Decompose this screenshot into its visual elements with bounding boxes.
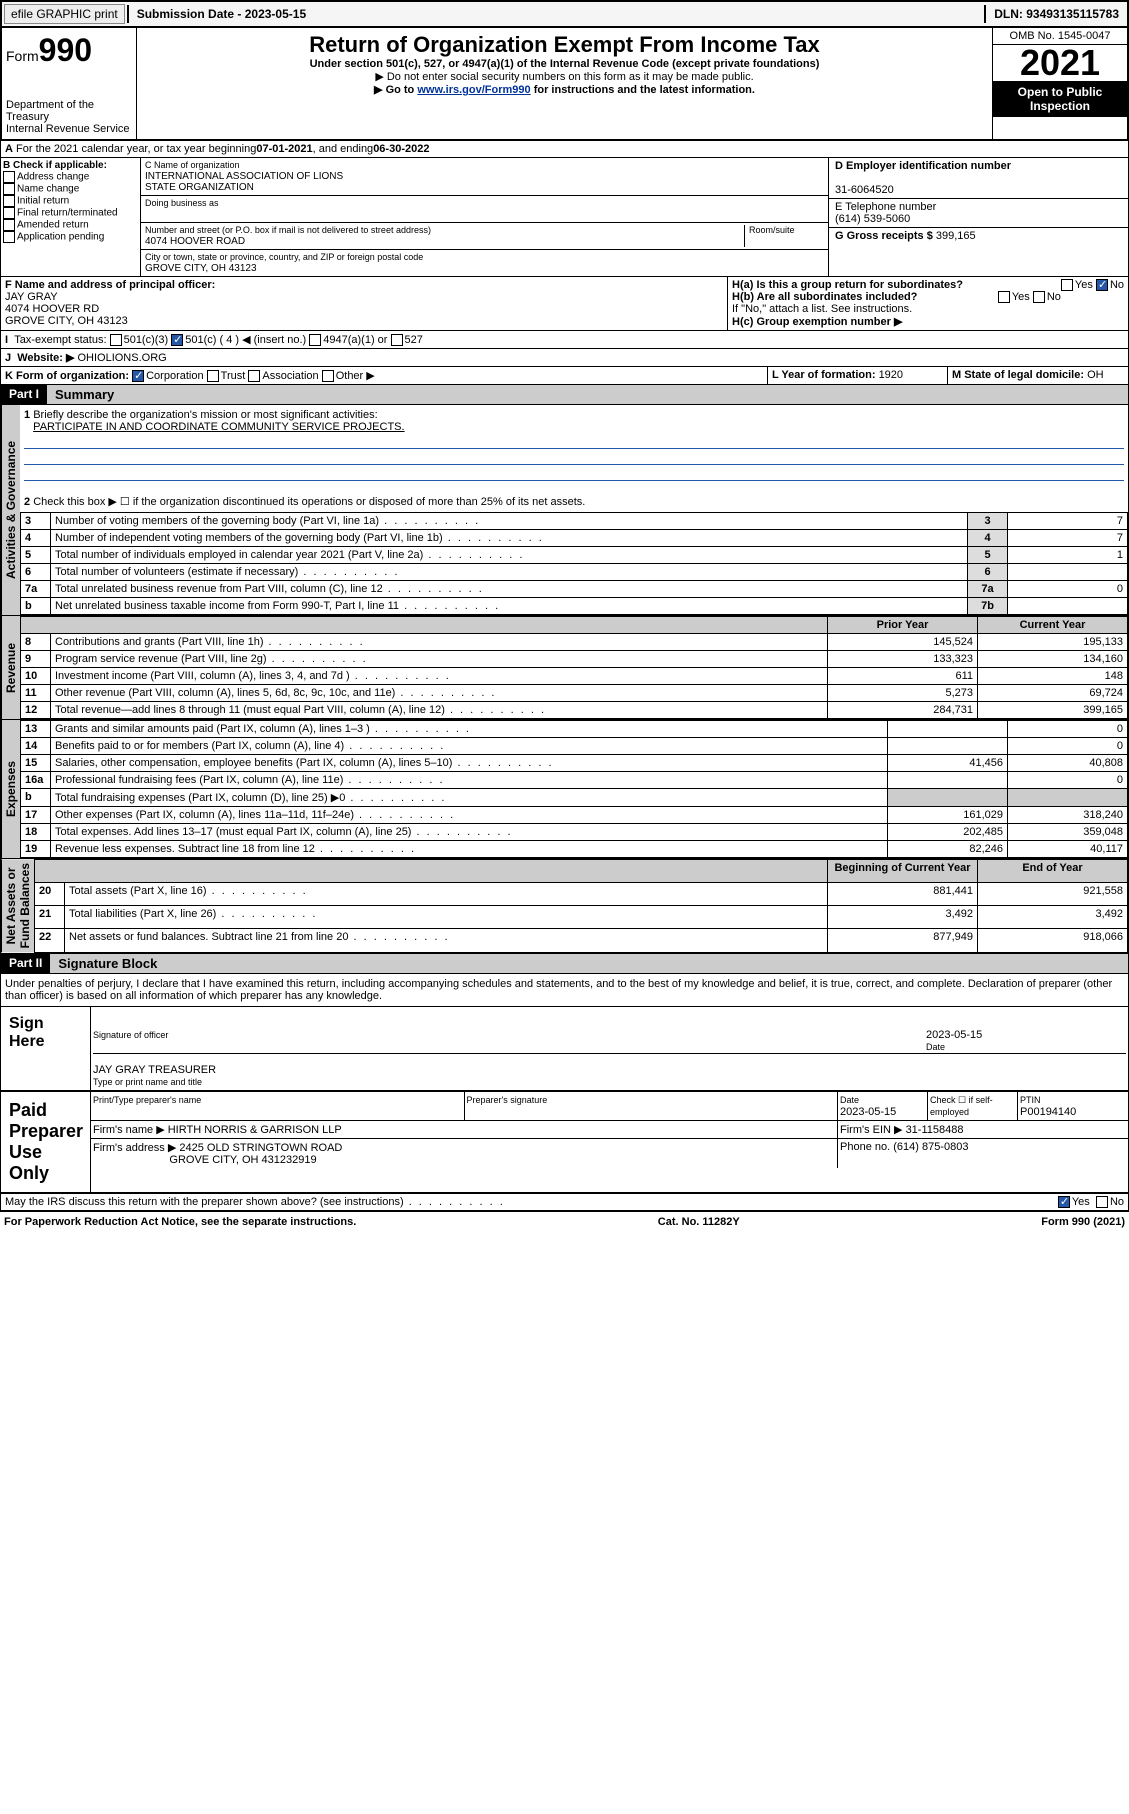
note-link: ▶ Go to www.irs.gov/Form990 for instruct… [141, 83, 988, 96]
mission: PARTICIPATE IN AND COORDINATE COMMUNITY … [33, 421, 404, 433]
gross-receipts: 399,165 [936, 230, 976, 242]
form-subtitle: Under section 501(c), 527, or 4947(a)(1)… [141, 58, 988, 70]
tab-governance: Activities & Governance [1, 405, 20, 615]
row-18: 18Total expenses. Add lines 13–17 (must … [21, 824, 1128, 841]
row-15: 15Salaries, other compensation, employee… [21, 755, 1128, 772]
gov-row-5: 5Total number of individuals employed in… [21, 547, 1128, 564]
section-bcde: B Check if applicable: Address changeNam… [0, 158, 1129, 277]
group-return-no[interactable] [1096, 279, 1108, 291]
dln: DLN: 93493135115783 [984, 5, 1127, 23]
org-address: 4074 HOOVER ROAD [145, 236, 245, 247]
part2-header: Part II [1, 954, 50, 973]
row-k: K Form of organization: Corporation Trus… [1, 367, 768, 384]
part1-header: Part I [1, 385, 47, 404]
row-8: 8Contributions and grants (Part VIII, li… [21, 634, 1128, 651]
telephone: (614) 539-5060 [835, 213, 910, 225]
officer-name: JAY GRAY [5, 291, 58, 303]
org-name: INTERNATIONAL ASSOCIATION OF LIONS STATE… [145, 171, 343, 193]
checkbox-application-pending[interactable]: Application pending [3, 231, 138, 243]
col-b: B Check if applicable: Address changeNam… [1, 158, 141, 276]
website: OHIOLIONS.ORG [74, 352, 166, 364]
gov-row-3: 3Number of voting members of the governi… [21, 513, 1128, 530]
line-a: A For the 2021 calendar year, or tax yea… [0, 141, 1129, 158]
part2-title: Signature Block [50, 954, 1128, 973]
row-l: L Year of formation: 1920 [768, 367, 948, 384]
ptin: P00194140 [1020, 1106, 1076, 1118]
row-16a: 16aProfessional fundraising fees (Part I… [21, 772, 1128, 789]
tab-net-assets: Net Assets or Fund Balances [1, 859, 34, 952]
part1-title: Summary [47, 385, 1128, 404]
col-de: D Employer identification number31-60645… [828, 158, 1128, 276]
row-m: M State of legal domicile: OH [948, 367, 1128, 384]
efile-print-button[interactable]: efile GRAPHIC print [4, 4, 125, 24]
row-fh: F Name and address of principal officer:… [0, 277, 1129, 331]
tax-year: 2021 [993, 45, 1127, 81]
row-11: 11Other revenue (Part VIII, column (A), … [21, 685, 1128, 702]
gov-row-7a: 7aTotal unrelated business revenue from … [21, 581, 1128, 598]
signer-name: JAY GRAY TREASURER [93, 1064, 216, 1076]
tab-expenses: Expenses [1, 720, 20, 858]
row-j: J Website: ▶ OHIOLIONS.ORG [1, 349, 1128, 366]
page-footer: For Paperwork Reduction Act Notice, see … [0, 1211, 1129, 1232]
checkbox-name-change[interactable]: Name change [3, 183, 138, 195]
checkbox-amended-return[interactable]: Amended return [3, 219, 138, 231]
checkbox-final-return-terminated[interactable]: Final return/terminated [3, 207, 138, 219]
row-12: 12Total revenue—add lines 8 through 11 (… [21, 702, 1128, 719]
firm-name: HIRTH NORRIS & GARRISON LLP [168, 1124, 342, 1136]
dept-treasury: Department of the Treasury Internal Reve… [6, 99, 132, 135]
row-19: 19Revenue less expenses. Subtract line 1… [21, 841, 1128, 858]
may-discuss-yes[interactable] [1058, 1196, 1070, 1208]
checkbox-initial-return[interactable]: Initial return [3, 195, 138, 207]
row-14: 14Benefits paid to or for members (Part … [21, 738, 1128, 755]
form-header: Form990 Department of the Treasury Inter… [0, 28, 1129, 141]
submission-date: Submission Date - 2023-05-15 [127, 5, 314, 23]
row-10: 10Investment income (Part VIII, column (… [21, 668, 1128, 685]
row-17: 17Other expenses (Part IX, column (A), l… [21, 807, 1128, 824]
501c4-checkbox[interactable] [171, 334, 183, 346]
org-city: GROVE CITY, OH 43123 [145, 263, 257, 274]
irs-link[interactable]: www.irs.gov/Form990 [417, 84, 530, 96]
checkbox-address-change[interactable]: Address change [3, 171, 138, 183]
col-c: C Name of organizationINTERNATIONAL ASSO… [141, 158, 828, 276]
gov-row-6: 6Total number of volunteers (estimate if… [21, 564, 1128, 581]
row-i: I Tax-exempt status: 501(c)(3) 501(c) ( … [1, 331, 1128, 348]
top-bar: efile GRAPHIC print Submission Date - 20… [0, 0, 1129, 28]
row-13: 13Grants and similar amounts paid (Part … [21, 721, 1128, 738]
row-9: 9Program service revenue (Part VIII, lin… [21, 651, 1128, 668]
corporation-checkbox[interactable] [132, 370, 144, 382]
row-22: 22Net assets or fund balances. Subtract … [35, 929, 1128, 952]
row-20: 20Total assets (Part X, line 16)881,4419… [35, 883, 1128, 906]
may-discuss: May the IRS discuss this return with the… [0, 1194, 1129, 1211]
gov-row-4: 4Number of independent voting members of… [21, 530, 1128, 547]
ein: 31-6064520 [835, 184, 894, 196]
tab-revenue: Revenue [1, 616, 20, 719]
form-title: Return of Organization Exempt From Incom… [141, 32, 988, 58]
sign-here-block: Sign Here Signature of officer 2023-05-1… [0, 1007, 1129, 1092]
form-number: Form990 [6, 32, 132, 69]
open-public: Open to Public Inspection [993, 81, 1127, 117]
row-b: bTotal fundraising expenses (Part IX, co… [21, 789, 1128, 807]
row-21: 21Total liabilities (Part X, line 26)3,4… [35, 906, 1128, 929]
declaration: Under penalties of perjury, I declare th… [0, 974, 1129, 1007]
paid-preparer-block: Paid Preparer Use Only Print/Type prepar… [0, 1092, 1129, 1194]
note-ssn: ▶ Do not enter social security numbers o… [141, 70, 988, 83]
gov-row-b: bNet unrelated business taxable income f… [21, 598, 1128, 615]
